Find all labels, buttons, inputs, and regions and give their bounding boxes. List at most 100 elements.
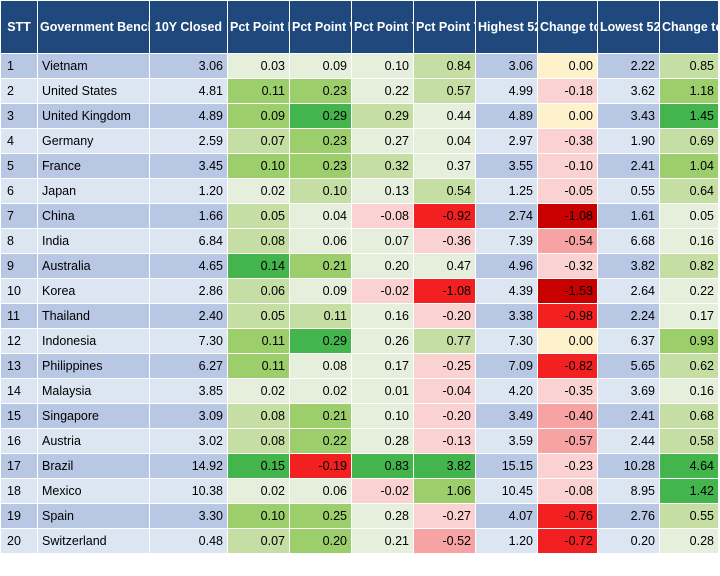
header-pct-yy[interactable]: Pct Point Y/Y xyxy=(413,0,476,54)
cell-change-l52w: 0.82 xyxy=(659,253,719,279)
header-pct-ytd[interactable]: Pct Point YTD xyxy=(351,0,414,54)
header-change-l52w[interactable]: Change to L52W xyxy=(659,0,719,54)
table-row[interactable]: 4 Germany 2.59 0.07 0.23 0.27 0.04 2.97 -0.38 1.9… xyxy=(0,128,719,154)
cell-country: Spain xyxy=(37,503,150,529)
cell-highest-52w: 3.49 xyxy=(475,403,538,429)
cell-country: Australia xyxy=(37,253,150,279)
header-stt[interactable]: STT xyxy=(0,0,38,54)
cell-lowest-52w: 0.20 xyxy=(597,528,660,554)
cell-pct-ytd: 0.07 xyxy=(351,228,414,254)
table-row[interactable]: 3 United Kingdom 4.89 0.09 0.29 0.29 0.44 4.89 0… xyxy=(0,103,719,129)
table-row[interactable]: 19 Spain 3.30 0.10 0.25 0.28 -0.27 4.07 -0.76 2.7… xyxy=(0,503,719,529)
cell-country: India xyxy=(37,228,150,254)
cell-pct-dd: 0.07 xyxy=(227,128,290,154)
header-lowest-52w[interactable]: Lowest 52W xyxy=(597,0,660,54)
cell-pct-dd: 0.11 xyxy=(227,353,290,379)
table-row[interactable]: 7 China 1.66 0.05 0.04 -0.08 -0.92 2.74 -1.08 1.6… xyxy=(0,203,719,229)
cell-country: Vietnam xyxy=(37,53,150,79)
table-row[interactable]: 10 Korea 2.86 0.06 0.09 -0.02 -1.08 4.39 -1.53 2.… xyxy=(0,278,719,304)
cell-stt: 11 xyxy=(0,303,38,329)
table-row[interactable]: 1 Vietnam 3.06 0.03 0.09 0.10 0.84 3.06 0.00 2.22… xyxy=(0,53,719,79)
table-row[interactable]: 11 Thailand 2.40 0.05 0.11 0.16 -0.20 3.38 -0.98… xyxy=(0,303,719,329)
cell-lowest-52w: 8.95 xyxy=(597,478,660,504)
cell-pct-dd: 0.11 xyxy=(227,328,290,354)
cell-pct-dd: 0.05 xyxy=(227,203,290,229)
cell-stt: 6 xyxy=(0,178,38,204)
cell-country: Korea xyxy=(37,278,150,304)
cell-pct-dd: 0.09 xyxy=(227,103,290,129)
cell-pct-ytd: 0.28 xyxy=(351,503,414,529)
cell-pct-ytd: 0.26 xyxy=(351,328,414,354)
header-pct-dd[interactable]: Pct Point D/D xyxy=(227,0,290,54)
cell-highest-52w: 10.45 xyxy=(475,478,538,504)
cell-pct-dd: 0.07 xyxy=(227,528,290,554)
cell-pct-yy: 0.54 xyxy=(413,178,476,204)
cell-pct-yy: 0.77 xyxy=(413,328,476,354)
cell-change-h52w: -0.23 xyxy=(537,453,598,479)
cell-pct-yy: 3.82 xyxy=(413,453,476,479)
cell-pct-yy: 0.84 xyxy=(413,53,476,79)
cell-change-l52w: 0.85 xyxy=(659,53,719,79)
table-row[interactable]: 13 Philippines 6.27 0.11 0.08 0.17 -0.25 7.09 -0… xyxy=(0,353,719,379)
cell-pct-yy: -0.25 xyxy=(413,353,476,379)
cell-stt: 18 xyxy=(0,478,38,504)
cell-pct-dd: 0.15 xyxy=(227,453,290,479)
cell-pct-ww: 0.23 xyxy=(289,78,352,104)
cell-pct-dd: 0.08 xyxy=(227,428,290,454)
cell-country: Germany xyxy=(37,128,150,154)
cell-stt: 2 xyxy=(0,78,38,104)
cell-10y-closed: 3.02 xyxy=(149,428,228,454)
cell-10y-closed: 2.40 xyxy=(149,303,228,329)
cell-change-h52w: -0.35 xyxy=(537,378,598,404)
cell-lowest-52w: 5.65 xyxy=(597,353,660,379)
cell-pct-dd: 0.02 xyxy=(227,378,290,404)
table-row[interactable]: 16 Austria 3.02 0.08 0.22 0.28 -0.13 3.59 -0.57 2… xyxy=(0,428,719,454)
cell-country: Philippines xyxy=(37,353,150,379)
table-row[interactable]: 9 Australia 4.65 0.14 0.21 0.20 0.47 4.96 -0.32 3… xyxy=(0,253,719,279)
cell-pct-ytd: 0.20 xyxy=(351,253,414,279)
cell-pct-dd: 0.11 xyxy=(227,78,290,104)
cell-10y-closed: 4.89 xyxy=(149,103,228,129)
header-pct-ww[interactable]: Pct Point W/W xyxy=(289,0,352,54)
table-row[interactable]: 20 Switzerland 0.48 0.07 0.20 0.21 -0.52 1.20 -0… xyxy=(0,528,719,554)
table-row[interactable]: 6 Japan 1.20 0.02 0.10 0.13 0.54 1.25 -0.05 0.55 0… xyxy=(0,178,719,204)
cell-pct-ytd: 0.13 xyxy=(351,178,414,204)
cell-change-l52w: 0.05 xyxy=(659,203,719,229)
header-change-h52w[interactable]: Change to H52W xyxy=(537,0,598,54)
cell-stt: 15 xyxy=(0,403,38,429)
cell-country: France xyxy=(37,153,150,179)
cell-10y-closed: 4.65 xyxy=(149,253,228,279)
cell-pct-ytd: -0.08 xyxy=(351,203,414,229)
table-row[interactable]: 17 Brazil 14.92 0.15 -0.19 0.83 3.82 15.15 -0.23… xyxy=(0,453,719,479)
cell-stt: 16 xyxy=(0,428,38,454)
table-row[interactable]: 14 Malaysia 3.85 0.02 0.02 0.01 -0.04 4.20 -0.35… xyxy=(0,378,719,404)
cell-change-h52w: -0.76 xyxy=(537,503,598,529)
header-benchmark[interactable]: Government Benchmark xyxy=(37,0,150,54)
header-highest-52w[interactable]: Highest 52W xyxy=(475,0,538,54)
cell-country: United Kingdom xyxy=(37,103,150,129)
cell-pct-dd: 0.06 xyxy=(227,278,290,304)
table-row[interactable]: 8 India 6.84 0.08 0.06 0.07 -0.36 7.39 -0.54 6.68… xyxy=(0,228,719,254)
cell-pct-yy: 0.57 xyxy=(413,78,476,104)
table-row[interactable]: 2 United States 4.81 0.11 0.23 0.22 0.57 4.99 -0… xyxy=(0,78,719,104)
table-row[interactable]: 5 France 3.45 0.10 0.23 0.32 0.37 3.55 -0.10 2.41… xyxy=(0,153,719,179)
cell-pct-ww: 0.21 xyxy=(289,253,352,279)
cell-10y-closed: 6.84 xyxy=(149,228,228,254)
cell-pct-ww: 0.23 xyxy=(289,153,352,179)
cell-change-l52w: 0.93 xyxy=(659,328,719,354)
header-10y-closed[interactable]: 10Y Closed xyxy=(149,0,228,54)
cell-stt: 4 xyxy=(0,128,38,154)
table-row[interactable]: 15 Singapore 3.09 0.08 0.21 0.10 -0.20 3.49 -0.4… xyxy=(0,403,719,429)
table-row[interactable]: 18 Mexico 10.38 0.02 0.06 -0.02 1.06 10.45 -0.08… xyxy=(0,478,719,504)
cell-lowest-52w: 2.41 xyxy=(597,403,660,429)
cell-country: Thailand xyxy=(37,303,150,329)
cell-stt: 10 xyxy=(0,278,38,304)
cell-country: Indonesia xyxy=(37,328,150,354)
table-row[interactable]: 12 Indonesia 7.30 0.11 0.29 0.26 0.77 7.30 0.00 6… xyxy=(0,328,719,354)
cell-pct-ytd: 0.32 xyxy=(351,153,414,179)
cell-pct-dd: 0.02 xyxy=(227,178,290,204)
cell-pct-dd: 0.10 xyxy=(227,153,290,179)
cell-pct-ytd: 0.83 xyxy=(351,453,414,479)
cell-highest-52w: 4.07 xyxy=(475,503,538,529)
cell-highest-52w: 2.74 xyxy=(475,203,538,229)
